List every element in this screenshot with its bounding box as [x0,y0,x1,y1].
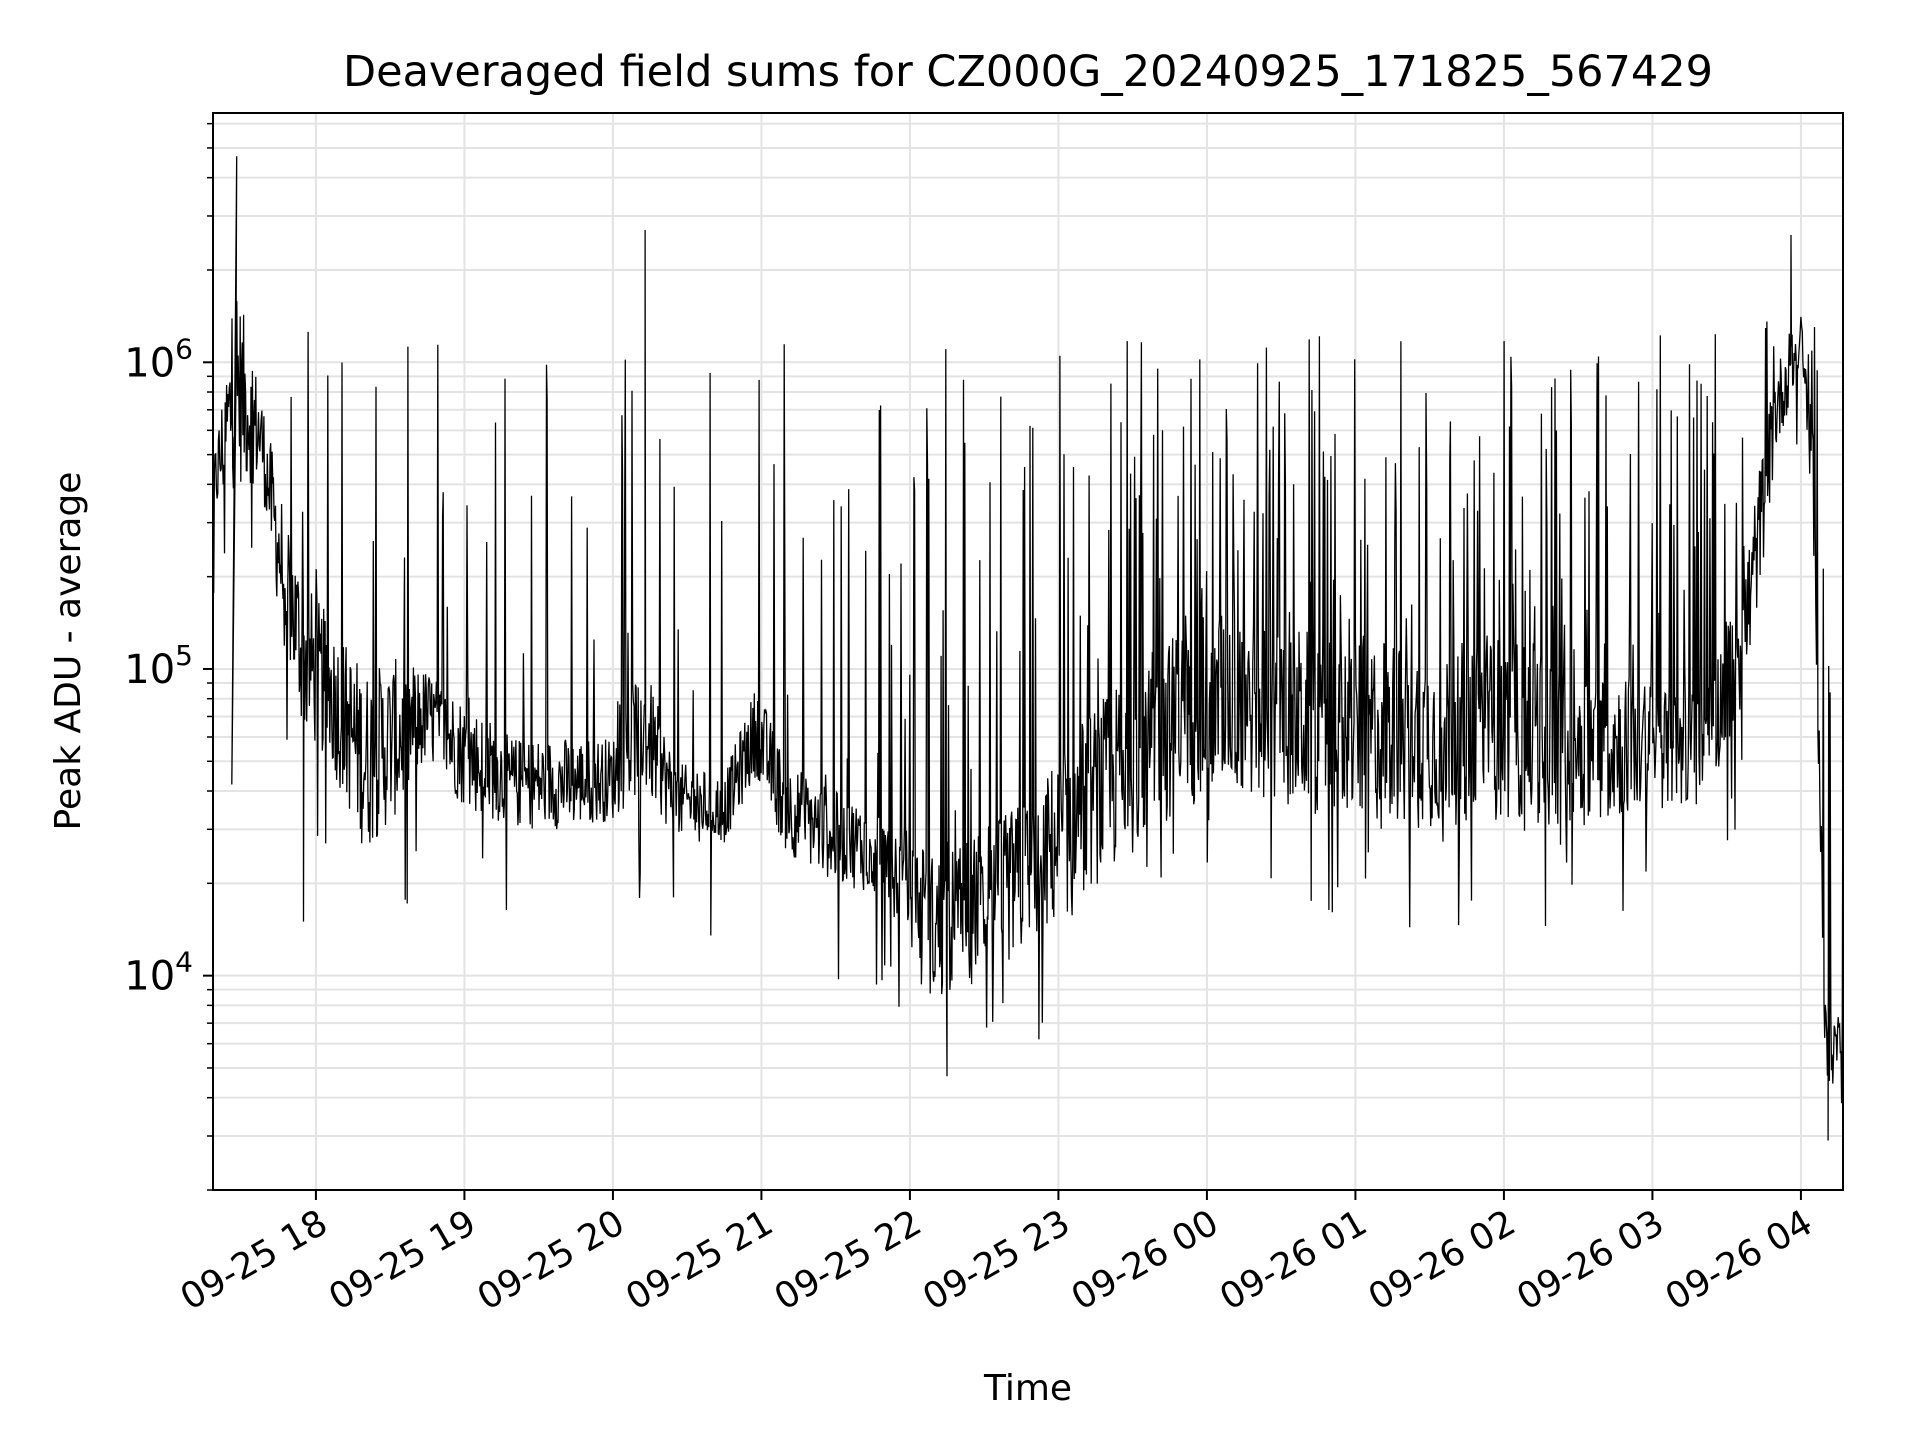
y-tick-label: 105 [124,639,193,693]
plot-lines [213,156,1843,1141]
x-axis-label: Time [983,1368,1072,1409]
y-tick-label: 104 [124,946,193,1000]
y-tick-label: 106 [124,332,193,386]
chart-title: Deaveraged field sums for CZ000G_2024092… [343,47,1713,97]
series-line [213,156,1843,1141]
y-axis-label: Peak ADU - average [48,472,89,831]
plot-frame [212,112,1844,1191]
y-axis-ticks: 104 105 106 [124,122,213,1191]
